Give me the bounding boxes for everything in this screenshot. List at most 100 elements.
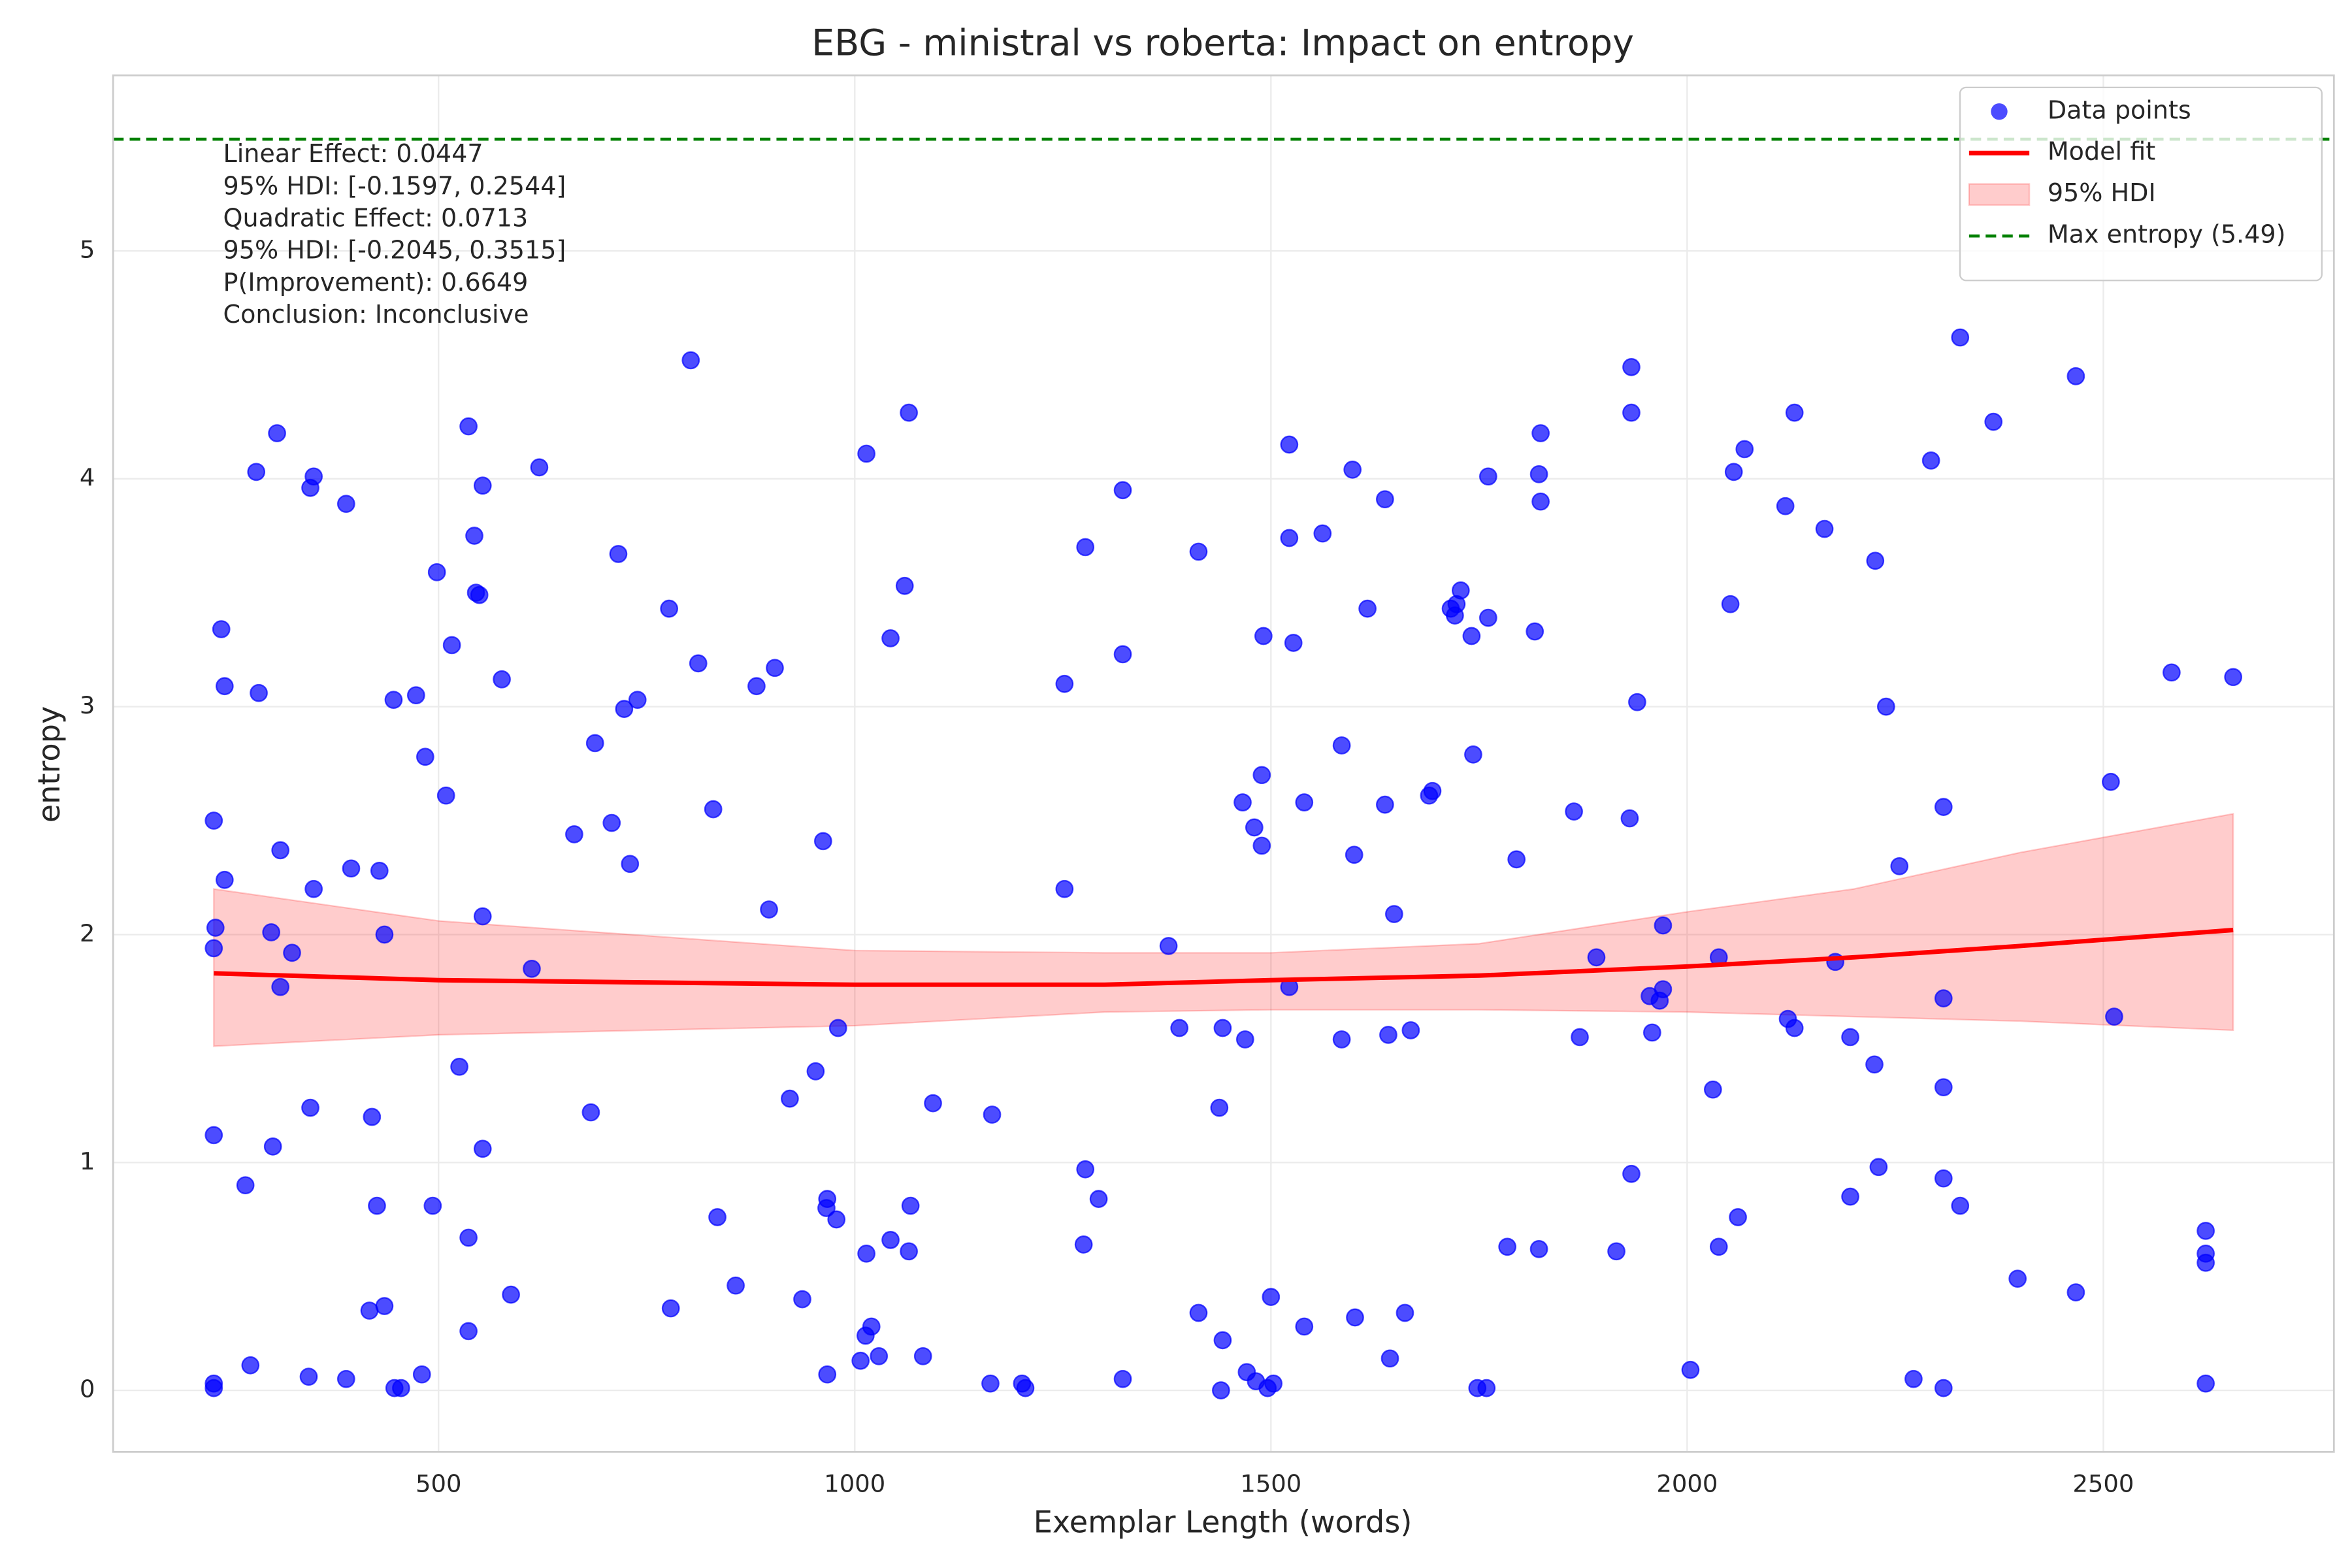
model-fit-line — [214, 928, 2234, 987]
data-point — [473, 1139, 492, 1158]
data-point — [375, 925, 394, 944]
data-point — [1622, 403, 1641, 422]
data-point — [304, 467, 323, 486]
annotation-line: 95% HDI: [-0.1597, 0.2544] — [223, 171, 566, 200]
chart-title: EBG - ministral vs roberta: Impact on en… — [811, 22, 1634, 64]
data-point — [1213, 1019, 1232, 1037]
data-point — [862, 1317, 881, 1336]
data-point — [1951, 1196, 1970, 1215]
data-point — [900, 403, 918, 422]
data-point — [1233, 793, 1252, 811]
data-point — [1262, 1288, 1281, 1306]
data-point — [427, 563, 446, 581]
data-point — [204, 811, 223, 830]
data-point — [247, 463, 266, 482]
data-point — [271, 977, 290, 996]
x-tick-label: 2500 — [2072, 1470, 2134, 1498]
data-point — [1113, 481, 1132, 500]
data-point — [336, 495, 355, 514]
y-tick-label: 2 — [80, 919, 95, 947]
data-point — [1345, 845, 1364, 864]
data-point — [1423, 781, 1442, 800]
data-point — [2197, 1222, 2215, 1240]
data-point — [204, 939, 223, 958]
data-point — [384, 691, 403, 710]
data-point — [704, 800, 723, 819]
data-point — [565, 825, 583, 843]
data-point — [1189, 542, 1208, 561]
data-point — [1055, 674, 1074, 693]
data-point — [1074, 1235, 1093, 1254]
data-point — [1841, 1187, 1859, 1206]
annotation: Linear Effect: 0.0447 95% HDI: [-0.1597, … — [223, 139, 566, 329]
data-point — [581, 1103, 600, 1122]
data-point — [1921, 451, 1940, 470]
data-point — [1159, 937, 1178, 955]
data-point — [368, 1196, 386, 1215]
data-point — [1462, 627, 1481, 645]
data-point — [1380, 1349, 1399, 1368]
data-point — [1401, 1021, 1420, 1039]
y-tick-label: 0 — [80, 1375, 95, 1403]
data-point — [870, 1347, 889, 1365]
annotation-line: Quadratic Effect: 0.0713 — [223, 204, 529, 233]
data-point — [1396, 1303, 1414, 1322]
data-point — [1628, 693, 1646, 711]
data-point — [1681, 1360, 1700, 1379]
data-point — [1189, 1303, 1208, 1322]
data-point — [212, 620, 231, 638]
data-point — [1346, 1308, 1364, 1327]
data-point — [459, 417, 478, 436]
data-point — [621, 855, 640, 874]
data-point — [1076, 538, 1095, 557]
data-point — [2008, 1269, 2027, 1288]
data-point — [1254, 627, 1273, 645]
data-point — [818, 1365, 837, 1384]
data-point — [827, 1210, 846, 1229]
data-point — [465, 527, 483, 545]
data-point — [206, 919, 225, 937]
data-point — [913, 1347, 932, 1365]
data-point — [793, 1290, 811, 1309]
data-point — [1252, 766, 1271, 785]
data-point — [1498, 1237, 1516, 1256]
data-point — [301, 1098, 319, 1117]
data-point — [442, 636, 461, 655]
data-point — [900, 1242, 918, 1261]
data-point — [901, 1196, 920, 1215]
data-point — [1332, 736, 1351, 755]
data-point — [241, 1356, 260, 1375]
data-point — [1841, 1028, 1859, 1047]
data-point — [1295, 1317, 1314, 1336]
y-tick-label: 1 — [80, 1147, 95, 1175]
data-point — [1376, 490, 1394, 509]
data-point — [1934, 1379, 1953, 1397]
annotation-line: Linear Effect: 0.0447 — [223, 139, 483, 168]
legend-marker — [1991, 103, 2008, 120]
data-point — [342, 859, 361, 878]
data-point — [1815, 519, 1834, 538]
data-point — [660, 599, 679, 618]
data-point — [1451, 581, 1470, 600]
data-point — [1343, 461, 1362, 479]
data-point — [204, 1374, 223, 1393]
data-point — [473, 907, 492, 926]
data-point — [363, 1107, 382, 1126]
data-point — [924, 1094, 942, 1113]
data-point — [857, 1244, 875, 1263]
data-point — [1721, 595, 1740, 613]
data-point — [1620, 809, 1639, 828]
y-tick-label: 4 — [80, 463, 95, 491]
data-point — [1280, 435, 1299, 454]
x-tick-label: 1500 — [1240, 1470, 1301, 1498]
data-point — [2066, 1283, 2085, 1301]
data-point — [818, 1190, 837, 1208]
data-point — [530, 458, 549, 477]
data-point — [268, 424, 286, 442]
data-point — [204, 1126, 223, 1145]
data-point — [436, 786, 455, 805]
data-point — [1055, 879, 1074, 898]
data-point — [1785, 1019, 1804, 1037]
data-point — [1934, 989, 1953, 1007]
legend: Data points Model fit 95% HDI Max entropy (… — [1959, 86, 2323, 282]
